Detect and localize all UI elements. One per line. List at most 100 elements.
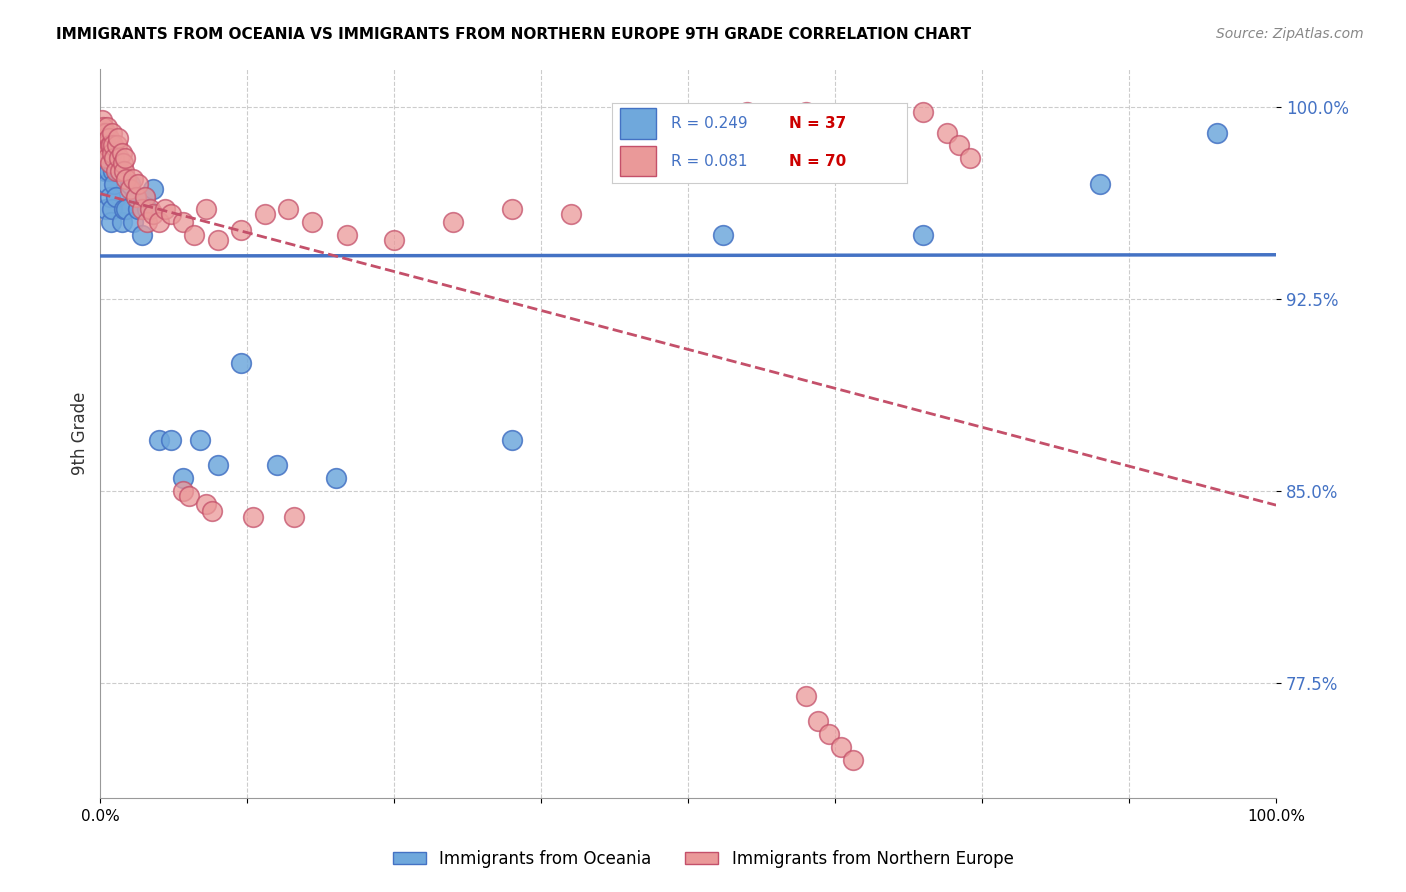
Point	[91, 151, 114, 165]
Text: Source: ZipAtlas.com: Source: ZipAtlas.com	[1216, 27, 1364, 41]
Point	[94, 146, 117, 161]
Text: 100.0%: 100.0%	[1247, 809, 1305, 824]
Text: N = 37: N = 37	[789, 116, 846, 131]
Point	[948, 138, 970, 153]
Point	[1088, 177, 1111, 191]
Point	[96, 202, 118, 217]
Point	[142, 182, 165, 196]
Point	[283, 509, 305, 524]
Point	[231, 223, 253, 237]
FancyBboxPatch shape	[620, 108, 655, 139]
Point	[142, 207, 165, 221]
Point	[100, 138, 122, 153]
Point	[242, 509, 264, 524]
Point	[98, 138, 121, 153]
Point	[110, 146, 132, 161]
Point	[105, 138, 128, 153]
Point	[101, 126, 124, 140]
Point	[172, 215, 194, 229]
Point	[96, 138, 118, 153]
Point	[104, 189, 127, 203]
Point	[96, 177, 118, 191]
Point	[110, 215, 132, 229]
Point	[188, 433, 211, 447]
Point	[122, 171, 145, 186]
Point	[97, 130, 120, 145]
Point	[148, 215, 170, 229]
Point	[713, 227, 735, 242]
Text: R = 0.081: R = 0.081	[671, 153, 747, 169]
Point	[115, 171, 138, 186]
Point	[160, 207, 183, 221]
Point	[118, 182, 141, 196]
Point	[101, 146, 124, 161]
Point	[134, 189, 156, 203]
Point	[103, 177, 125, 191]
Point	[441, 215, 464, 229]
Point	[382, 233, 405, 247]
Point	[195, 202, 218, 217]
Point	[122, 215, 145, 229]
Point	[148, 433, 170, 447]
Point	[94, 130, 117, 145]
Point	[301, 215, 323, 229]
Point	[935, 126, 957, 140]
Point	[97, 164, 120, 178]
Point	[912, 227, 935, 242]
Point	[131, 227, 153, 242]
Point	[110, 164, 132, 178]
Point	[136, 202, 159, 217]
Point	[266, 458, 288, 473]
Point	[207, 458, 229, 473]
Point	[172, 471, 194, 485]
Point	[231, 356, 253, 370]
Point	[104, 164, 127, 178]
Point	[253, 207, 276, 221]
Point	[818, 727, 841, 741]
Point	[96, 120, 118, 135]
Point	[201, 504, 224, 518]
Point	[560, 207, 582, 221]
Point	[103, 164, 125, 178]
Point	[96, 151, 118, 165]
Point	[91, 120, 114, 135]
Point	[207, 233, 229, 247]
Point	[794, 105, 817, 120]
Point	[160, 433, 183, 447]
Point	[127, 202, 149, 217]
Point	[94, 164, 117, 178]
Point	[124, 189, 146, 203]
Point	[93, 138, 115, 153]
Text: R = 0.249: R = 0.249	[671, 116, 747, 131]
Point	[111, 156, 134, 170]
FancyBboxPatch shape	[620, 146, 655, 177]
Point	[134, 189, 156, 203]
Point	[103, 138, 125, 153]
Point	[115, 202, 138, 217]
Point	[112, 164, 135, 178]
Point	[98, 156, 121, 170]
Point	[794, 689, 817, 703]
Point	[103, 151, 125, 165]
Point	[98, 189, 121, 203]
Point	[136, 215, 159, 229]
Legend: Immigrants from Oceania, Immigrants from Northern Europe: Immigrants from Oceania, Immigrants from…	[385, 844, 1021, 875]
Point	[912, 105, 935, 120]
Point	[172, 483, 194, 498]
Point	[96, 138, 118, 153]
Point	[107, 130, 129, 145]
Text: 0.0%: 0.0%	[82, 809, 120, 824]
Point	[114, 151, 136, 165]
Point	[124, 189, 146, 203]
Point	[501, 202, 523, 217]
Text: IMMIGRANTS FROM OCEANIA VS IMMIGRANTS FROM NORTHERN EUROPE 9TH GRADE CORRELATION: IMMIGRANTS FROM OCEANIA VS IMMIGRANTS FR…	[56, 27, 972, 42]
Point	[325, 471, 347, 485]
Point	[1206, 126, 1229, 140]
Point	[501, 433, 523, 447]
Point	[101, 202, 124, 217]
Point	[277, 202, 299, 217]
Point	[131, 202, 153, 217]
Point	[90, 112, 112, 127]
Point	[830, 739, 852, 754]
Point	[183, 227, 205, 242]
